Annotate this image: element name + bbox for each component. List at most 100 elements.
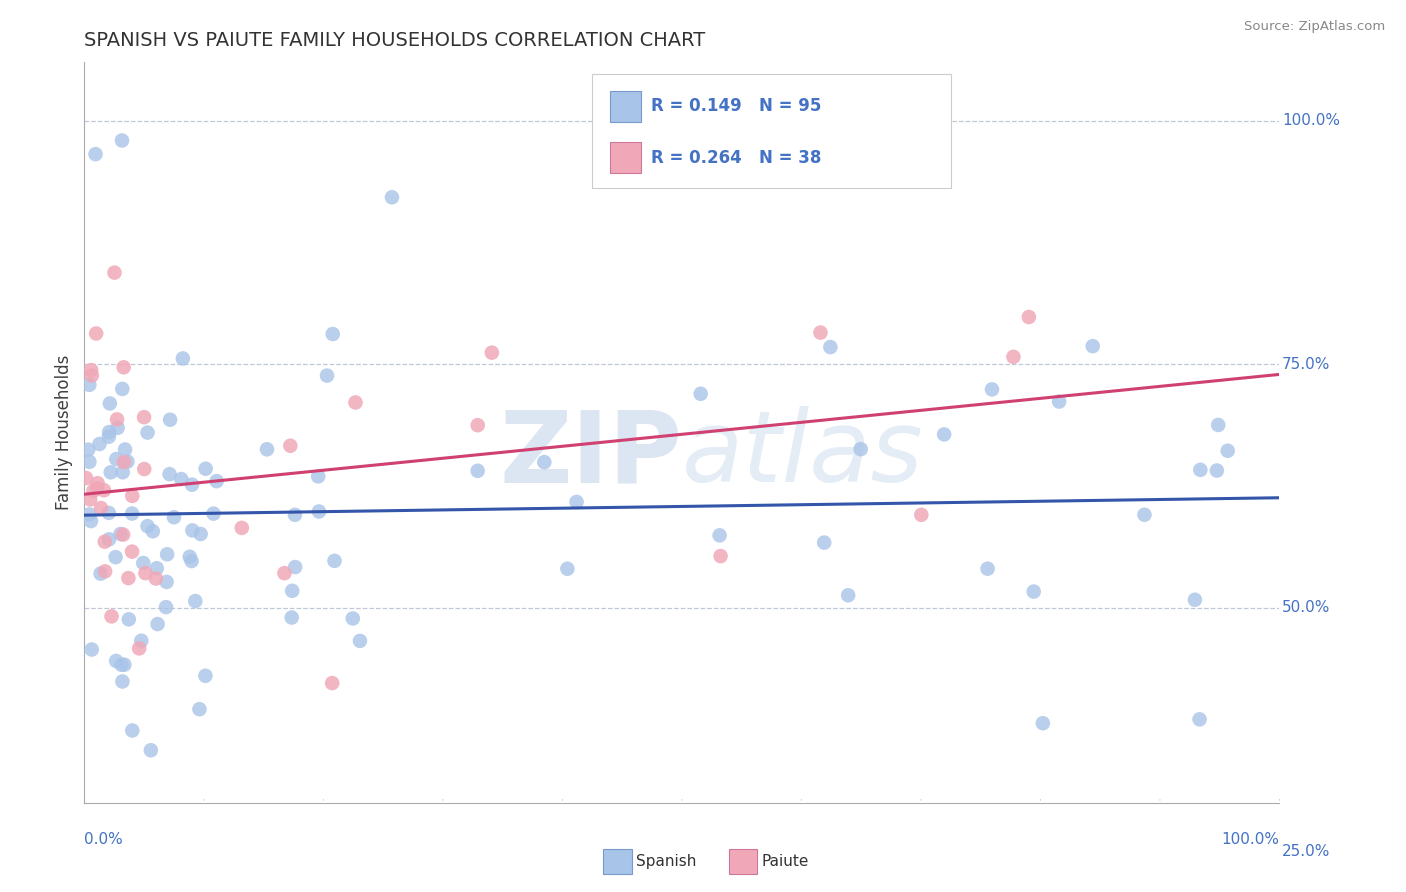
Point [1032,716,1054,731]
Point [100,609,122,624]
FancyBboxPatch shape [610,91,641,121]
Point [79,492,101,507]
Text: 100.0%: 100.0% [1282,113,1340,128]
FancyBboxPatch shape [728,848,758,874]
Point [90,566,112,581]
Point [281,583,304,598]
Point [323,554,346,568]
Point [322,326,344,341]
Point [381,190,404,204]
Point [136,519,159,533]
Point [342,611,364,625]
Point [139,743,162,757]
Point [170,472,193,486]
Point [163,510,186,524]
Point [1189,463,1212,477]
Point [1002,350,1025,364]
Point [80,363,103,377]
Point [98,396,121,410]
Text: Spanish: Spanish [637,854,697,869]
Point [132,410,155,425]
Point [910,508,932,522]
Point [111,133,134,147]
Point [467,464,489,478]
Point [202,507,225,521]
Point [181,524,204,538]
Text: SPANISH VS PAIUTE FAMILY HOUSEHOLDS CORRELATION CHART: SPANISH VS PAIUTE FAMILY HOUSEHOLDS CORR… [84,30,706,50]
Text: 50.0%: 50.0% [1282,600,1330,615]
Point [308,504,330,518]
Point [284,560,307,574]
Y-axis label: Family Households: Family Households [55,355,73,510]
Point [155,600,177,615]
Point [194,461,217,475]
Text: 25.0%: 25.0% [1282,844,1330,859]
Point [981,382,1004,396]
Point [181,477,204,491]
Point [1022,584,1045,599]
Point [145,561,167,575]
Point [82,483,104,498]
Point [1188,712,1211,726]
Point [112,527,135,541]
FancyBboxPatch shape [603,848,631,874]
Point [284,508,307,522]
Point [349,634,371,648]
Point [467,418,489,433]
Point [280,610,302,624]
Point [134,566,156,581]
Point [273,566,295,581]
Point [94,534,117,549]
Point [79,455,101,469]
Point [128,641,150,656]
Point [94,565,117,579]
Point [105,452,128,467]
Point [105,412,128,426]
Point [112,360,135,375]
Point [146,617,169,632]
Text: R = 0.264   N = 38: R = 0.264 N = 38 [651,149,821,167]
Point [179,549,201,564]
Point [100,466,122,480]
Point [1047,394,1070,409]
Point [321,676,343,690]
Text: 75.0%: 75.0% [1282,357,1330,372]
Point [156,547,179,561]
Point [813,535,835,549]
Point [689,386,711,401]
Point [307,469,329,483]
Point [107,421,129,435]
Point [114,442,136,457]
Point [97,430,120,444]
FancyBboxPatch shape [610,142,641,173]
Point [1184,592,1206,607]
Point [188,702,211,716]
Point [180,554,202,568]
Point [194,669,217,683]
Text: 0.0%: 0.0% [84,832,124,847]
Text: ZIP: ZIP [499,407,682,503]
Point [89,437,111,451]
Text: R = 0.149   N = 95: R = 0.149 N = 95 [651,97,821,115]
Point [316,368,339,383]
Point [121,723,143,738]
Point [79,508,101,522]
Point [231,521,253,535]
Point [121,489,143,503]
Point [1133,508,1156,522]
Point [172,351,194,366]
Text: Source: ZipAtlas.com: Source: ZipAtlas.com [1244,20,1385,33]
Point [112,657,135,672]
Text: atlas: atlas [682,407,924,503]
Point [344,395,367,409]
Point [112,455,135,469]
Point [104,550,127,565]
Point [75,471,97,485]
Point [280,439,302,453]
Point [136,425,159,440]
Text: 100.0%: 100.0% [1222,832,1279,847]
Point [132,556,155,570]
Point [105,654,128,668]
Point [110,657,132,672]
Point [117,454,139,468]
